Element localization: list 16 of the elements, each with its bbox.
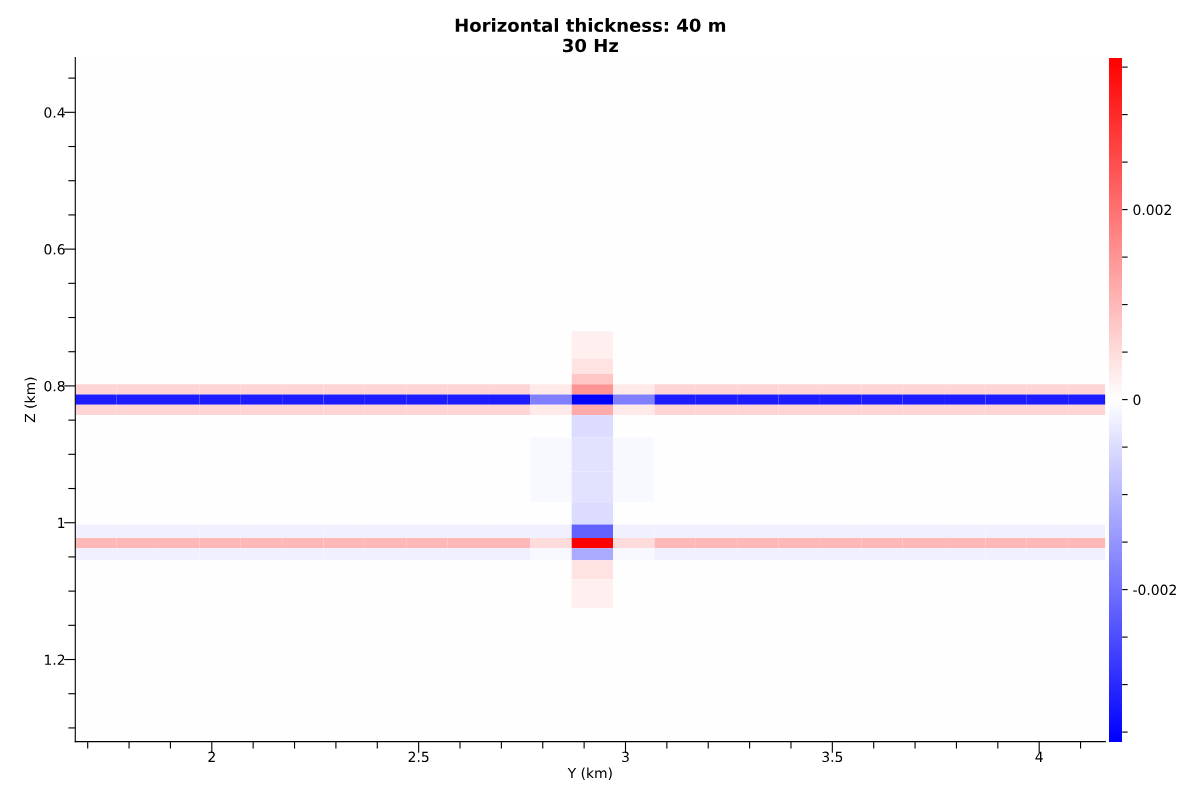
y-tick-label: 0.6	[44, 244, 65, 255]
y-tick-label: 1	[58, 517, 65, 528]
x-tick-label: 2.5	[408, 751, 429, 763]
y-tick-label: 0.4	[44, 107, 65, 118]
color-bar-label: -0.002	[1133, 584, 1176, 596]
y-tick-label: 1.2	[45, 654, 65, 665]
x-tick-label: 2	[208, 751, 215, 762]
y-tick-label: 0.8	[44, 380, 65, 392]
x-axis-title: Y (km)	[567, 767, 612, 780]
chart-title: Horizontal thickness: 40 m 30 Hz	[455, 18, 726, 53]
x-tick-label: 4	[1035, 751, 1043, 762]
color-bar-label: 0.002	[1133, 204, 1171, 216]
x-tick-label: 3.5	[822, 751, 843, 763]
color-bar-label: 0	[1133, 394, 1141, 406]
x-tick-label: 3	[622, 751, 629, 763]
y-axis-title: Z (km)	[24, 377, 37, 423]
